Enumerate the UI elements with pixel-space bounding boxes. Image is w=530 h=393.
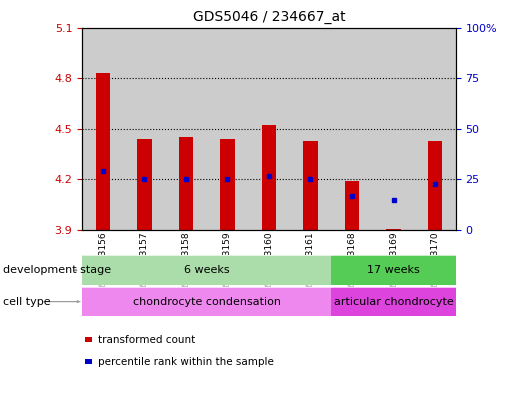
Text: development stage: development stage <box>3 265 111 275</box>
Bar <box>331 28 373 230</box>
Bar <box>220 139 235 230</box>
Text: cell type: cell type <box>3 297 50 307</box>
Text: chondrocyte condensation: chondrocyte condensation <box>132 297 281 307</box>
Bar <box>179 137 193 230</box>
Bar <box>207 28 248 230</box>
Bar <box>386 229 401 230</box>
Text: articular chondrocyte: articular chondrocyte <box>334 297 453 307</box>
Title: GDS5046 / 234667_at: GDS5046 / 234667_at <box>193 10 345 24</box>
Bar <box>290 28 331 230</box>
Bar <box>344 181 359 230</box>
Bar <box>137 139 152 230</box>
Bar <box>373 28 414 230</box>
Text: percentile rank within the sample: percentile rank within the sample <box>98 356 274 367</box>
Bar <box>95 73 110 230</box>
Text: 17 weeks: 17 weeks <box>367 265 420 275</box>
Bar <box>428 141 443 230</box>
Bar <box>123 28 165 230</box>
Bar <box>262 125 276 230</box>
Text: transformed count: transformed count <box>98 335 195 345</box>
Bar <box>248 28 290 230</box>
Bar <box>414 28 456 230</box>
Bar <box>303 141 318 230</box>
Bar <box>82 28 123 230</box>
Bar <box>165 28 207 230</box>
Text: 6 weeks: 6 weeks <box>184 265 229 275</box>
